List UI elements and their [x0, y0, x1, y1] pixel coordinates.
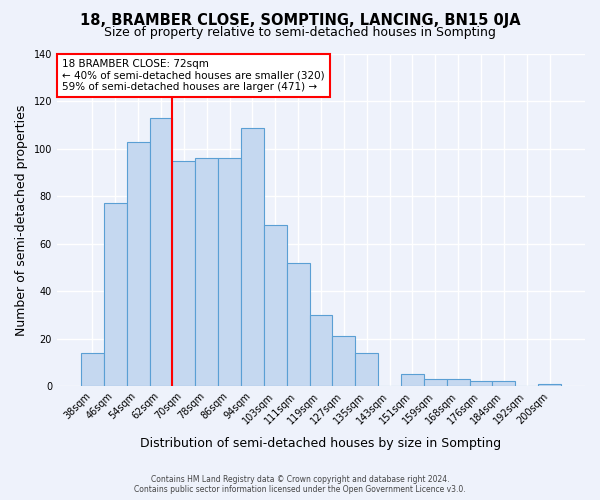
Bar	[149, 118, 172, 386]
Text: Contains HM Land Registry data © Crown copyright and database right 2024.
Contai: Contains HM Land Registry data © Crown c…	[134, 474, 466, 494]
Bar	[310, 315, 332, 386]
Y-axis label: Number of semi-detached properties: Number of semi-detached properties	[15, 104, 28, 336]
Text: Size of property relative to semi-detached houses in Sompting: Size of property relative to semi-detach…	[104, 26, 496, 39]
Bar	[470, 382, 493, 386]
Bar	[401, 374, 424, 386]
Bar	[81, 353, 104, 386]
Bar	[355, 353, 378, 386]
Bar	[264, 225, 287, 386]
Bar	[172, 161, 195, 386]
Bar	[446, 379, 470, 386]
Bar	[493, 382, 515, 386]
Bar	[332, 336, 355, 386]
Bar	[424, 379, 446, 386]
Text: 18, BRAMBER CLOSE, SOMPTING, LANCING, BN15 0JA: 18, BRAMBER CLOSE, SOMPTING, LANCING, BN…	[80, 12, 520, 28]
Bar	[287, 263, 310, 386]
X-axis label: Distribution of semi-detached houses by size in Sompting: Distribution of semi-detached houses by …	[140, 437, 502, 450]
Bar	[241, 128, 264, 386]
Bar	[538, 384, 561, 386]
Bar	[127, 142, 149, 386]
Bar	[218, 158, 241, 386]
Bar	[104, 204, 127, 386]
Text: 18 BRAMBER CLOSE: 72sqm
← 40% of semi-detached houses are smaller (320)
59% of s: 18 BRAMBER CLOSE: 72sqm ← 40% of semi-de…	[62, 59, 325, 92]
Bar	[195, 158, 218, 386]
